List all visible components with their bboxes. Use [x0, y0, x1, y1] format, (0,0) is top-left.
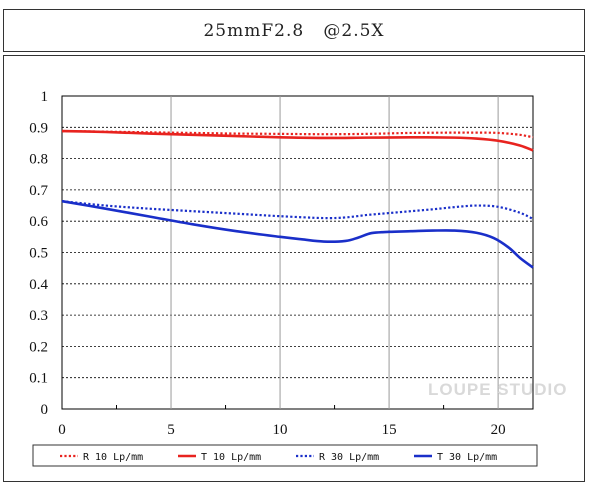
- y-tick-label: 0.9: [29, 120, 48, 136]
- axes: 00.10.20.30.40.50.60.70.80.910 5 10 15 20: [29, 89, 505, 438]
- x-tick-label: 0: [58, 422, 66, 438]
- series-line-t-30-lp-mm: [61, 199, 534, 269]
- title-box: 25mmF2.8 @2.5X: [3, 9, 585, 52]
- legend-label: T 10 Lp/mm: [201, 452, 261, 463]
- grid: [61, 95, 534, 410]
- y-tick-label: 0: [41, 402, 49, 418]
- y-tick-label: 0.7: [29, 183, 48, 199]
- y-tick-label: 0.5: [29, 246, 48, 262]
- legend-label: R 10 Lp/mm: [83, 452, 143, 463]
- legend-box: [32, 444, 538, 467]
- x-tick-label: 5: [167, 422, 175, 438]
- y-tick-label: 0.4: [29, 277, 48, 293]
- y-tick-label: 0.6: [29, 214, 48, 230]
- legend-label: R 30 Lp/mm: [319, 452, 379, 463]
- legend-label: T 30 Lp/mm: [437, 452, 497, 463]
- watermark-text: LOUPE STUDIO: [428, 380, 568, 399]
- series-lines: [61, 129, 534, 269]
- y-tick-label: 1: [41, 89, 49, 105]
- x-tick-label: 15: [382, 422, 397, 438]
- y-tick-label: 0.8: [29, 152, 48, 168]
- y-tick-label: 0.3: [29, 308, 48, 324]
- legend: R 10 Lp/mm T 10 Lp/mm R 30 Lp/mm T 30 Lp/mm: [32, 444, 538, 467]
- series-line-t-10-lp-mm: [61, 129, 534, 152]
- x-tick-label: 10: [273, 422, 288, 438]
- x-tick-label: 20: [491, 422, 506, 438]
- chart-title: 25mmF2.8 @2.5X: [203, 21, 385, 41]
- y-tick-label: 0.1: [29, 371, 48, 387]
- series-line-r-10-lp-mm: [61, 129, 534, 139]
- y-tick-label: 0.2: [29, 339, 48, 355]
- watermark: LOUPE STUDIO: [428, 380, 568, 399]
